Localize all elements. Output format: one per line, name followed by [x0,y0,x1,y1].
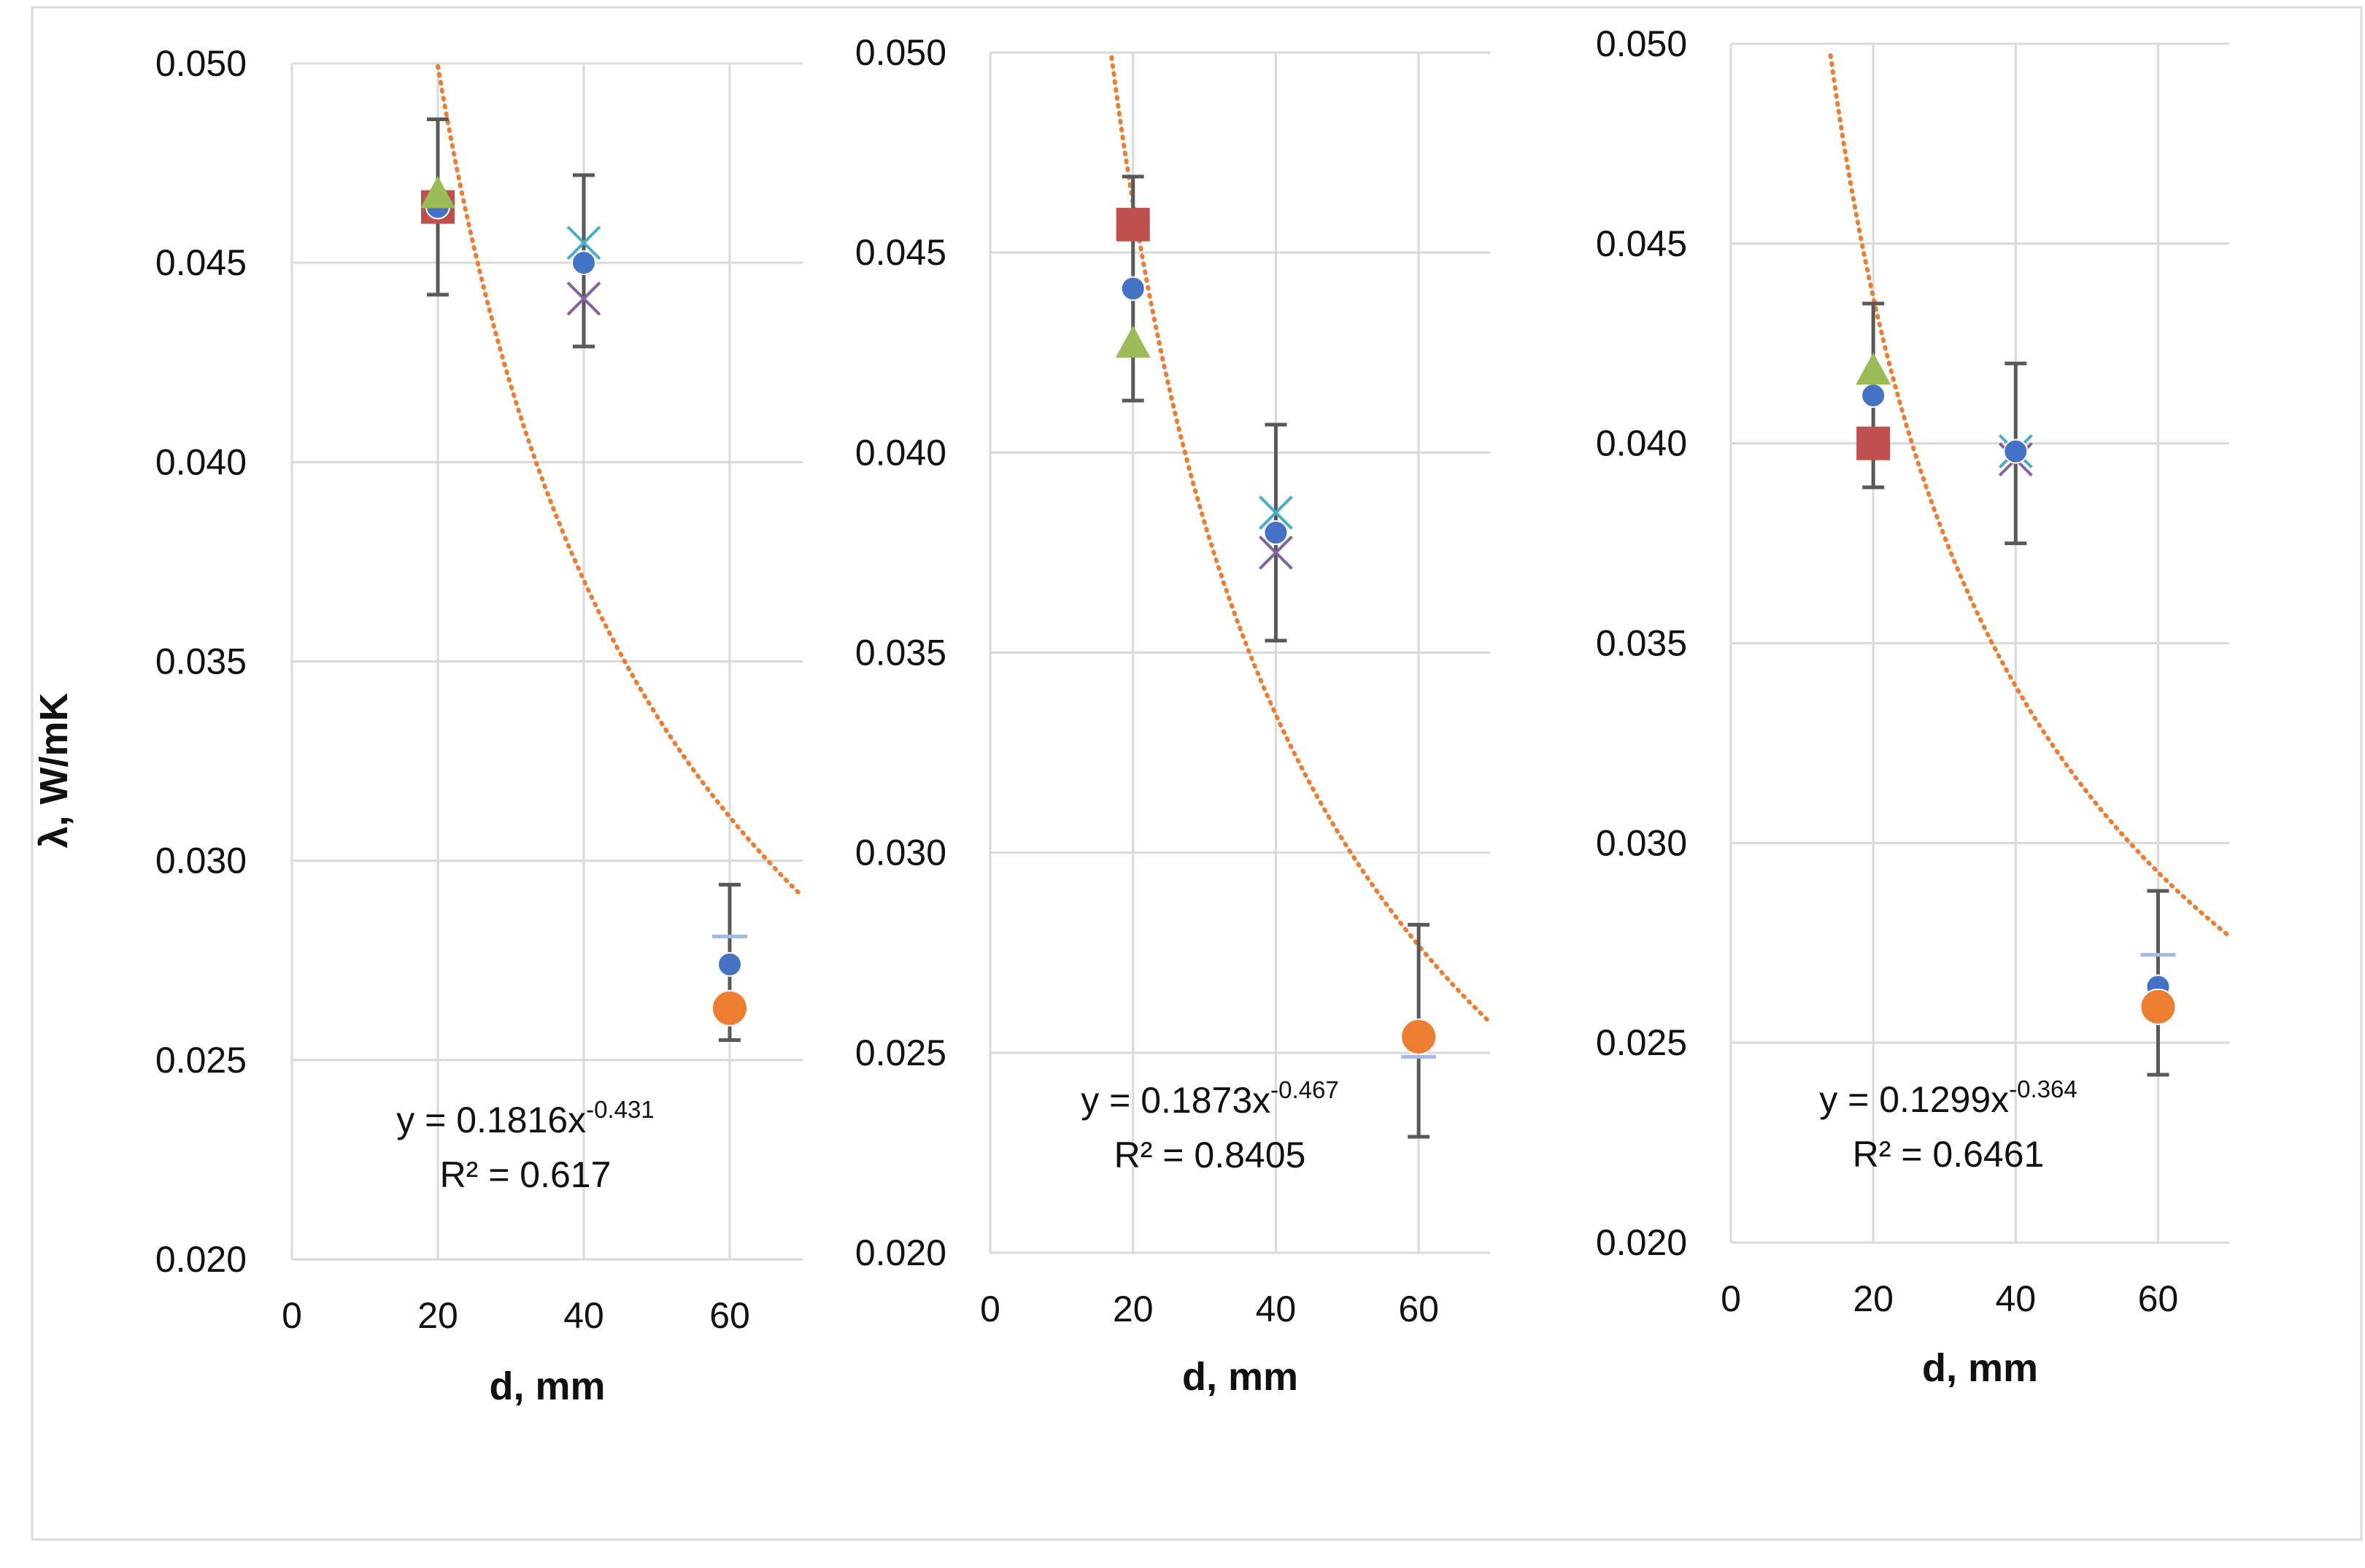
y-tick-label: 0.030 [1596,822,1687,863]
x-axis-label: d, mm [489,1364,605,1408]
x-tick-label: 40 [1256,1289,1297,1329]
trendline-r-squared: R² = 0.8405 [1114,1135,1306,1175]
x-tick-label: 20 [1113,1289,1154,1329]
data-point-series-orange [1400,1018,1438,1055]
y-tick-label: 0.030 [155,841,247,881]
y-tick-label: 0.045 [1596,223,1687,264]
data-point-mean [2003,439,2029,464]
y-tick-label: 0.025 [855,1032,946,1073]
data-point-mean [1263,520,1289,545]
y-axis-label: λ, W/mK [32,692,76,848]
trendline-equation: y = 0.1299x-0.364 [1819,1075,2077,1120]
y-tick-label: 0.020 [1596,1222,1687,1263]
trendline-r-squared: R² = 0.617 [440,1154,611,1195]
data-point-series-square [1116,207,1150,242]
data-point-mean [1120,276,1146,301]
y-tick-label: 0.025 [155,1040,247,1081]
x-tick-label: 60 [2138,1278,2179,1319]
data-point-mean [1861,382,1886,408]
x-tick-label: 0 [980,1289,1000,1329]
y-tick-label: 0.025 [1596,1022,1687,1063]
trendline-equation: y = 0.1816x-0.431 [396,1096,655,1140]
y-tick-label: 0.035 [155,641,247,682]
y-tick-label: 0.050 [855,32,946,73]
x-axis-label: d, mm [1922,1346,2038,1390]
trendline-equation: y = 0.1873x-0.467 [1081,1076,1339,1121]
x-tick-label: 60 [1398,1289,1439,1329]
data-point-series-triangle [1115,325,1151,358]
y-tick-label: 0.020 [155,1239,247,1280]
y-tick-label: 0.040 [1596,423,1687,464]
data-point-series-x-cyan [1259,495,1293,530]
trendline [436,63,803,899]
y-tick-label: 0.030 [855,833,946,873]
y-tick-label: 0.050 [155,43,247,84]
data-point-series-square [1856,426,1891,460]
x-axis-label: d, mm [1182,1355,1298,1399]
chart-panel-middle: 0.020 0.025 0.030 0.035 0.040 0.045 0.050 0 20 40… [855,32,1490,1399]
x-tick-label: 20 [417,1295,458,1336]
data-point-mean [571,250,596,276]
chart-panel-left: 0.020 0.025 0.030 0.035 0.040 0.045 0.050 0 20 40… [155,43,803,1408]
data-point-series-x-purple [1259,536,1293,570]
x-tick-label: 20 [1853,1278,1894,1319]
y-tick-label: 0.035 [855,633,946,673]
y-tick-label: 0.040 [855,432,946,473]
trendline [1828,53,2229,938]
figure-frame [31,6,2363,1541]
data-point-series-triangle [420,176,455,209]
data-point-series-orange [2140,988,2177,1025]
y-tick-label: 0.035 [1596,623,1687,664]
y-tick-label: 0.020 [855,1232,946,1273]
data-point-series-x-purple [566,281,601,316]
x-tick-label: 0 [1721,1278,1741,1319]
chart-panel-right: 0.020 0.025 0.030 0.035 0.040 0.045 0.050 0 20 40… [1596,23,2229,1390]
y-tick-label: 0.040 [155,441,247,482]
x-tick-label: 40 [563,1295,604,1336]
x-tick-label: 40 [1995,1278,2036,1319]
data-point-series-orange [711,989,748,1027]
x-tick-label: 60 [709,1295,750,1336]
data-point-mean [717,951,742,977]
y-tick-label: 0.045 [855,232,946,273]
y-tick-label: 0.050 [1596,23,1687,64]
y-tick-label: 0.045 [155,242,247,283]
trendline-r-squared: R² = 0.6461 [1853,1134,2045,1175]
data-point-series-triangle [1856,352,1891,385]
data-point-series-x-cyan [566,225,601,260]
x-tick-label: 0 [282,1295,302,1336]
trendline [1109,55,1490,1025]
